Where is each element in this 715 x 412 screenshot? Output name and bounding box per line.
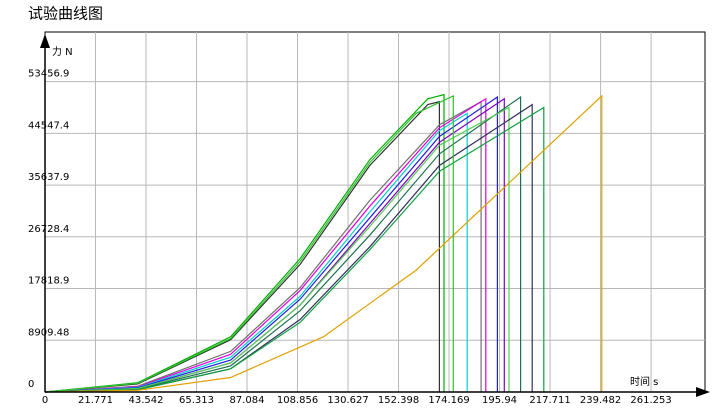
grid bbox=[45, 32, 705, 392]
y-tick-label: 35637.9 bbox=[28, 172, 69, 183]
x-tick-label: 239.482 bbox=[580, 395, 621, 406]
x-tick-label: 217.711 bbox=[529, 395, 570, 406]
y-tick-label: 8909.48 bbox=[28, 327, 69, 338]
x-tick-label: 195.94 bbox=[482, 395, 517, 406]
y-axis-arrow bbox=[40, 34, 50, 48]
x-tick-label: 0 bbox=[42, 395, 48, 406]
chart-title: 试验曲线图 bbox=[28, 5, 103, 23]
data-line bbox=[44, 97, 487, 393]
y-tick-label: 53456.9 bbox=[28, 69, 69, 80]
data-line bbox=[44, 94, 454, 393]
data-line bbox=[44, 97, 505, 393]
y-tick-label: 26728.4 bbox=[28, 224, 69, 235]
y-axis-label: 力 N bbox=[52, 45, 73, 58]
x-tick-label: 130.627 bbox=[327, 395, 368, 406]
data-line bbox=[44, 100, 440, 393]
x-tick-label: 87.084 bbox=[230, 395, 265, 406]
y-tick-label: 0 bbox=[28, 379, 34, 390]
x-tick-label: 21.771 bbox=[78, 395, 113, 406]
x-tick-label: 43.542 bbox=[129, 395, 164, 406]
data-line bbox=[44, 100, 482, 393]
y-tick-label: 17818.9 bbox=[28, 276, 69, 287]
data-line bbox=[44, 94, 603, 393]
data-line bbox=[44, 106, 510, 393]
data-line bbox=[44, 103, 533, 393]
x-axis-label: 时间 s bbox=[630, 375, 658, 388]
x-tick-label: 261.253 bbox=[630, 395, 671, 406]
data-line bbox=[44, 95, 498, 393]
data-line bbox=[44, 106, 545, 393]
x-axis-arrow bbox=[696, 387, 710, 397]
x-tick-label: 174.169 bbox=[428, 395, 469, 406]
data-line bbox=[44, 93, 445, 393]
data-line bbox=[44, 112, 468, 393]
lines bbox=[44, 93, 603, 393]
x-tick-label: 65.313 bbox=[179, 395, 214, 406]
y-tick-label: 44547.4 bbox=[28, 120, 69, 131]
x-tick-label: 108.856 bbox=[277, 395, 318, 406]
x-tick-label: 152.398 bbox=[378, 395, 419, 406]
data-line bbox=[44, 95, 522, 393]
